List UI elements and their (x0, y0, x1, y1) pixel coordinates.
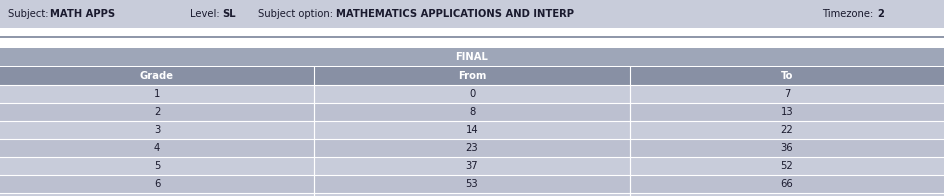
Bar (0, 121, 944, 139)
Text: 22: 22 (781, 125, 793, 135)
Text: Subject:: Subject: (8, 9, 52, 19)
Bar (0, 193, 944, 196)
Text: MATH APPS: MATH APPS (50, 9, 115, 19)
Text: 6: 6 (154, 179, 160, 189)
Bar (0, 175, 944, 193)
Text: 5: 5 (154, 161, 160, 171)
Text: 53: 53 (465, 179, 479, 189)
Bar (0, 0, 944, 28)
Text: 8: 8 (469, 107, 475, 117)
Text: 4: 4 (154, 143, 160, 153)
Bar (0, 67, 944, 85)
Text: 14: 14 (465, 125, 479, 135)
Text: SL: SL (222, 9, 236, 19)
Bar (0, 103, 944, 121)
Text: 0: 0 (469, 89, 475, 99)
Text: FINAL: FINAL (456, 52, 488, 62)
Text: 1: 1 (154, 89, 160, 99)
Bar (0, 28, 944, 36)
Text: 7: 7 (784, 89, 790, 99)
Text: From: From (458, 71, 486, 81)
Bar (0, 38, 944, 48)
Text: 13: 13 (781, 107, 793, 117)
Text: 3: 3 (154, 125, 160, 135)
Text: 37: 37 (465, 161, 479, 171)
Text: Level:: Level: (190, 9, 223, 19)
Bar (0, 157, 944, 175)
Text: Timezone:: Timezone: (822, 9, 876, 19)
Text: Subject option:: Subject option: (258, 9, 336, 19)
Bar (0, 48, 944, 66)
Text: 36: 36 (781, 143, 793, 153)
Text: 66: 66 (781, 179, 793, 189)
Text: 2: 2 (154, 107, 160, 117)
Text: 23: 23 (465, 143, 479, 153)
Bar (0, 66, 944, 67)
Bar (0, 36, 944, 38)
Text: 2: 2 (877, 9, 884, 19)
Text: 52: 52 (781, 161, 793, 171)
Text: To: To (781, 71, 793, 81)
Bar (0, 139, 944, 157)
Text: MATHEMATICS APPLICATIONS AND INTERP: MATHEMATICS APPLICATIONS AND INTERP (336, 9, 574, 19)
Bar (0, 85, 944, 103)
Text: Grade: Grade (140, 71, 174, 81)
